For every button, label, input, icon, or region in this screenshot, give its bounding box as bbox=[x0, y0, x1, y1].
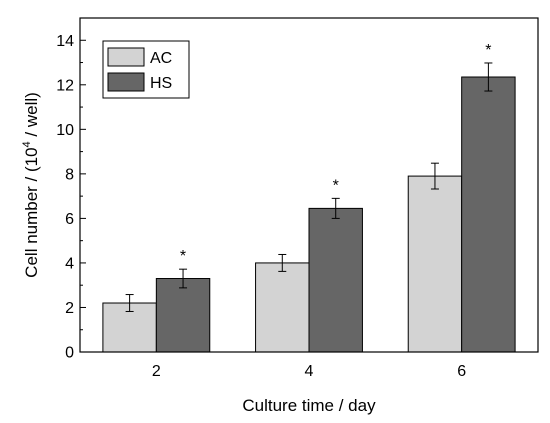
y-tick-label-2: 4 bbox=[65, 255, 74, 272]
legend: AC HS bbox=[102, 40, 190, 99]
bar-hs-4 bbox=[308, 207, 363, 353]
significance-markers: * * * bbox=[180, 42, 492, 265]
y-axis-title-suffix: / well) bbox=[22, 92, 41, 141]
y-tick-label-0: 0 bbox=[65, 345, 74, 362]
x-tick-label-2: 6 bbox=[457, 363, 466, 380]
plot-frame bbox=[79, 17, 539, 353]
significance-star-4: * bbox=[333, 177, 339, 194]
y-axis-title-sup: 4 bbox=[21, 141, 33, 147]
x-tick-label-1: 4 bbox=[305, 363, 314, 380]
y-axis-ticks: 0 2 4 6 8 10 12 14 bbox=[56, 33, 86, 362]
bar-hs-2 bbox=[155, 278, 211, 353]
legend-label-hs: HS bbox=[150, 75, 172, 92]
legend-box bbox=[102, 40, 190, 99]
y-tick-label-1: 2 bbox=[65, 300, 74, 317]
significance-star-6: * bbox=[485, 42, 491, 59]
bar-ac-4 bbox=[255, 262, 310, 353]
y-axis-title: Cell number / (104 / well) bbox=[21, 92, 41, 278]
y-tick-label-7: 14 bbox=[56, 33, 74, 50]
x-axis-title: Culture time / day bbox=[242, 396, 376, 415]
legend-swatch-ac bbox=[107, 47, 145, 67]
y-tick-label-5: 10 bbox=[56, 122, 74, 139]
x-tick-label-0: 2 bbox=[152, 363, 161, 380]
y-tick-label-4: 8 bbox=[65, 166, 74, 183]
significance-star-2: * bbox=[180, 248, 186, 265]
y-tick-label-3: 6 bbox=[65, 211, 74, 228]
y-axis-title-prefix: Cell number / (10 bbox=[22, 147, 41, 277]
bar-hs-6 bbox=[461, 76, 516, 353]
bar-ac-6 bbox=[407, 175, 463, 353]
error-bars bbox=[125, 62, 493, 312]
y-tick-label-6: 12 bbox=[56, 77, 74, 94]
bars bbox=[102, 76, 516, 353]
legend-label-ac: AC bbox=[150, 50, 172, 67]
legend-swatch-hs bbox=[107, 72, 145, 92]
